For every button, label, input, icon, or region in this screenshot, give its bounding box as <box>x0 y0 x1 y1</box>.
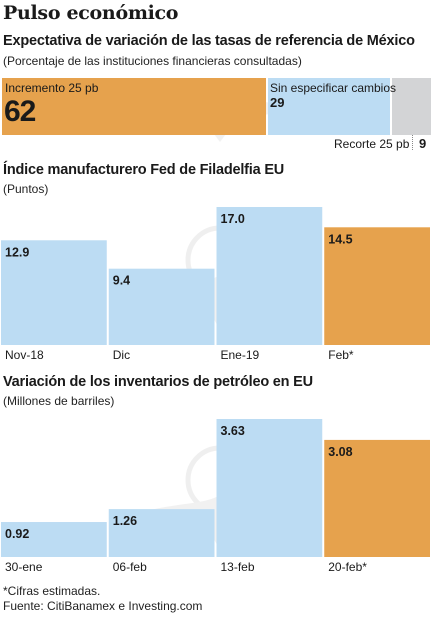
chart1-subtitle: (Porcentaje de las instituciones financi… <box>3 54 302 68</box>
bar-ene-19 <box>216 207 323 345</box>
x-tick-label: 20-feb* <box>328 560 367 574</box>
stacked-bar-rate-expectation: Incremento 25 pb 62 Sin especificar camb… <box>2 78 431 135</box>
bar-13-feb <box>216 419 323 557</box>
chart-oil-inventories: 0.92 30-ene 1.26 06-feb 3.63 13-feb 3.08 20-feb… <box>0 412 431 578</box>
bar-value-label: 14.5 <box>328 232 352 246</box>
x-tick-label: Ene-19 <box>221 348 260 362</box>
segment-cut-25pb <box>392 78 431 135</box>
bar-value-label: 3.08 <box>328 445 352 459</box>
bar-value-label: 1.26 <box>113 514 137 528</box>
cut-segment-leader-line <box>411 135 413 150</box>
chart3-title: Variación de los inventarios de petróleo… <box>3 374 313 390</box>
value-increase-25pb: 62 <box>4 95 36 128</box>
chart3-subtitle: (Millones de barriles) <box>3 394 115 408</box>
bar-value-label: 12.9 <box>5 245 29 259</box>
x-tick-label: Nov-18 <box>5 348 44 362</box>
label-no-change: Sin especificar cambios <box>269 81 397 95</box>
segment-no-change <box>267 78 391 135</box>
value-no-change: 29 <box>269 95 285 110</box>
x-tick-label: Feb* <box>328 348 354 362</box>
bar-30-ene <box>1 522 107 557</box>
bar-nov-18 <box>1 240 107 345</box>
chart-fed-philadelphia-index: 12.9 Nov-18 9.4 Dic 17.0 Ene-19 14.5 Feb* <box>0 200 431 366</box>
x-tick-label: 30-ene <box>5 560 43 574</box>
chart2-svg: 12.9 Nov-18 9.4 Dic 17.0 Ene-19 14.5 Feb* <box>1 207 430 362</box>
label-cut-25pb: Recorte 25 pb <box>334 137 410 151</box>
page-title: Pulso económico <box>3 2 179 24</box>
chart2-subtitle: (Puntos) <box>3 182 49 196</box>
chart2-title: Índice manufacturero Fed de Filadelfia E… <box>3 162 285 178</box>
footnote-source: Fuente: CitiBanamex e Investing.com <box>3 599 203 613</box>
bar-dic <box>108 268 215 345</box>
bar-value-label: 0.92 <box>5 527 29 541</box>
x-tick-label: 13-feb <box>221 560 255 574</box>
bar-feb- <box>324 227 430 345</box>
segment-increase-25pb <box>2 78 266 135</box>
label-increase-25pb: Incremento 25 pb <box>5 81 99 95</box>
bar-value-label: 17.0 <box>221 212 245 226</box>
footnote-estimates: *Cifras estimadas. <box>3 584 101 598</box>
bar-value-label: 3.63 <box>221 424 245 438</box>
bar-06-feb <box>108 509 215 557</box>
chart3-svg: 0.92 30-ene 1.26 06-feb 3.63 13-feb 3.08 20-feb… <box>1 419 430 574</box>
bar-value-label: 9.4 <box>113 274 130 288</box>
value-cut-25pb: 9 <box>419 136 427 151</box>
x-tick-label: 06-feb <box>113 560 147 574</box>
x-tick-label: Dic <box>113 348 130 362</box>
chart1-title: Expectativa de variación de las tasas de… <box>3 33 415 49</box>
bar-20-feb- <box>324 439 430 557</box>
